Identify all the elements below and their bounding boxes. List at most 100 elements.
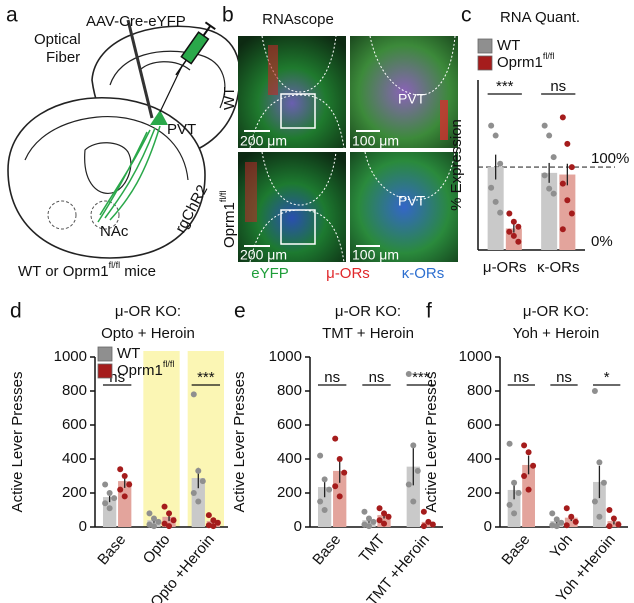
data-point [541,122,548,129]
data-point [497,160,504,167]
data-point [596,459,603,466]
data-point [525,486,532,493]
legend-name: Oprm1 [497,54,543,71]
x-tick-label: Base [309,531,344,568]
data-point [510,218,517,225]
data-point [214,519,221,526]
bar [541,172,558,250]
data-point [106,505,113,512]
data-point [572,518,579,525]
nac-outline [90,200,120,230]
significance: ns [369,369,385,386]
data-point [146,521,153,528]
channel-legend: eYFP μ-ORs κ-ORs [251,265,444,282]
caption-end: mice [120,263,156,280]
significance: *** [412,369,430,386]
data-point [410,442,417,449]
panel-letter: f [426,300,432,323]
y-tick-label: 1000 [459,348,492,365]
bar [564,517,578,527]
y-axis-label: Active Lever Presses [231,372,248,513]
legend-label: WT [117,345,140,362]
significance: *** [197,369,215,386]
y-tick-label: 600 [62,416,87,433]
caption: WT or Oprm1fl/fl mice [18,260,156,280]
data-point [361,508,368,515]
data-point [506,501,513,508]
data-point [511,479,518,486]
fiber-label: Optical [34,31,81,48]
x-tick-label: Base [94,531,129,568]
region-label: PVT [398,91,426,107]
chart-title: Opto + Heroin [101,325,195,342]
data-point [558,519,565,526]
data-point [155,518,162,525]
panel-letter: b [222,4,234,27]
y-tick-label: 1000 [54,348,87,365]
zoom-box [280,93,316,129]
data-point [568,210,575,217]
data-point [199,478,206,485]
data-point [195,498,202,505]
data-point [117,466,124,473]
data-point [600,479,607,486]
ventricle [84,142,132,194]
data-point [530,462,537,469]
chart-title: μ-OR KO: [523,303,589,320]
data-point [610,515,617,522]
data-point [150,523,157,530]
outline [249,151,345,263]
virus-label: AAV-Cre-eYFP [86,13,186,30]
zoom-box [280,209,316,245]
region-label: PVT [167,121,196,138]
y-tick-label: 0 [294,518,302,535]
y-axis-label: Active Lever Presses [423,372,440,513]
y-tick-label: 200 [277,484,302,501]
data-point [568,164,575,171]
legend-name: WT [497,37,520,54]
data-point [405,481,412,488]
data-point [121,473,128,479]
optical-fiber [126,19,154,119]
x-tick-label: Yoh [547,531,576,561]
data-point [420,523,427,530]
micrograph [238,36,346,148]
data-point [591,498,598,505]
y-tick-label: 800 [467,382,492,399]
data-point [332,483,339,490]
data-point [126,481,133,488]
data-point [521,442,528,449]
data-point [549,522,556,529]
data-point [385,513,392,520]
data-point [506,228,513,235]
data-point [550,190,557,197]
data-point [515,490,522,496]
scale-label: 100 μm [352,133,399,149]
row-label-sup: fl/fl [218,191,228,203]
y-tick-label: 400 [277,450,302,467]
data-point [511,510,518,517]
chart-title: μ-OR KO: [115,303,181,320]
data-point [546,185,553,192]
y-axis-label: % Expression [448,119,465,211]
y-tick-label: 400 [467,450,492,467]
data-point [332,435,339,442]
channel-label: μ-ORs [326,265,370,282]
bar-chart: f μ-OR KO: Yoh + Heroin Active Lever Presse… [423,300,628,603]
caption-text: WT or Oprm1 [18,263,109,280]
data-point [492,132,499,139]
data-point [559,226,566,233]
significance: * [604,369,610,386]
data-point [425,518,432,525]
data-point [106,490,113,496]
significance: ns [513,369,529,386]
data-point [405,371,412,377]
panel-letter: d [10,300,22,323]
legend-label: WT [497,37,520,54]
data-point [515,238,522,245]
legend-label: Oprm1fl/fl [117,359,174,379]
y-tick-label: 600 [467,416,492,433]
channel-label: eYFP [251,265,289,282]
needle [159,65,183,113]
